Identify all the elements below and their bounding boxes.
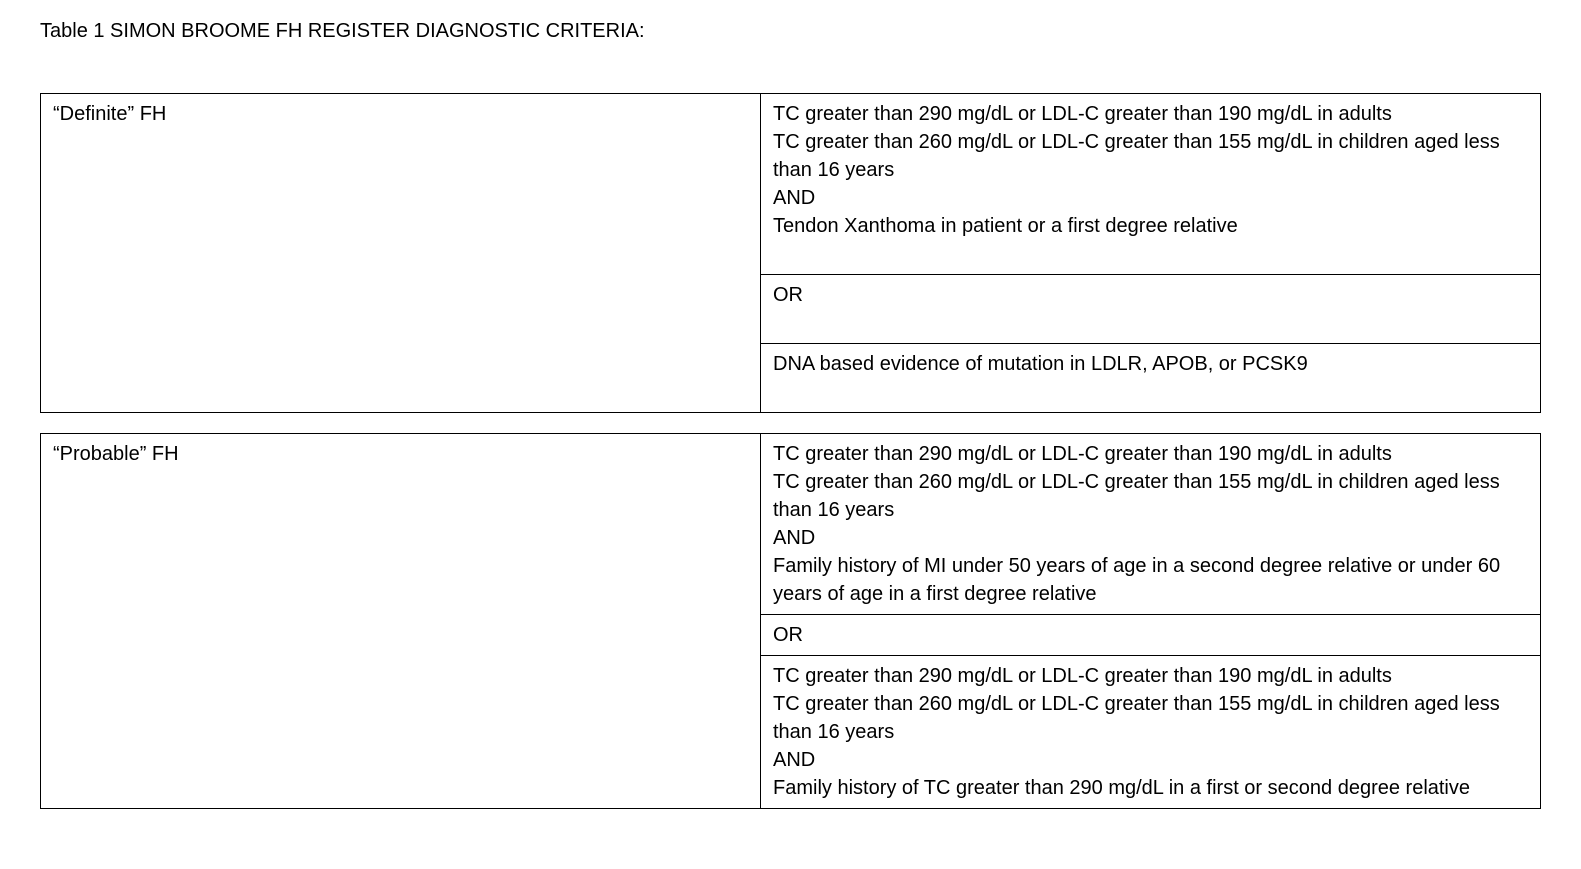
criteria-table: “Definite” FH TC greater than 290 mg/dL o… [40, 93, 1541, 413]
criteria-line: Family history of TC greater than 290 mg… [773, 774, 1528, 802]
criteria-cell: DNA based evidence of mutation in LDLR, … [761, 344, 1541, 413]
criteria-line: TC greater than 260 mg/dL or LDL-C great… [773, 690, 1528, 746]
criteria-line: TC greater than 290 mg/dL or LDL-C great… [773, 440, 1528, 468]
criteria-line: TC greater than 260 mg/dL or LDL-C great… [773, 128, 1528, 184]
criteria-line: AND [773, 184, 1528, 212]
diagnosis-label-cell: “Probable” FH [41, 434, 761, 809]
criteria-line: TC greater than 290 mg/dL or LDL-C great… [773, 100, 1528, 128]
table-row: “Probable” FHTC greater than 290 mg/dL o… [41, 434, 1541, 615]
criteria-line: Tendon Xanthoma in patient or a first de… [773, 212, 1528, 240]
criteria-line: OR [773, 621, 1528, 649]
criteria-line: AND [773, 524, 1528, 552]
criteria-line: OR [773, 281, 1528, 309]
table-row: “Definite” FHTC greater than 290 mg/dL o… [41, 94, 1541, 275]
criteria-line: Family history of MI under 50 years of a… [773, 552, 1528, 608]
criteria-cell: OR [761, 275, 1541, 344]
criteria-line: TC greater than 260 mg/dL or LDL-C great… [773, 468, 1528, 524]
criteria-line: TC greater than 290 mg/dL or LDL-C great… [773, 662, 1528, 690]
blank-spacer [773, 309, 1528, 337]
criteria-line: AND [773, 746, 1528, 774]
criteria-cell: TC greater than 290 mg/dL or LDL-C great… [761, 656, 1541, 809]
criteria-line: DNA based evidence of mutation in LDLR, … [773, 350, 1528, 378]
criteria-cell: OR [761, 615, 1541, 656]
blank-spacer [773, 378, 1528, 406]
tables-container: “Definite” FH TC greater than 290 mg/dL o… [40, 93, 1541, 809]
criteria-cell: TC greater than 290 mg/dL or LDL-C great… [761, 94, 1541, 275]
criteria-cell: TC greater than 290 mg/dL or LDL-C great… [761, 434, 1541, 615]
table-title: Table 1 SIMON BROOME FH REGISTER DIAGNOS… [40, 20, 1541, 43]
criteria-table: “Probable” FH TC greater than 290 mg/dL o… [40, 433, 1541, 809]
blank-spacer [773, 240, 1528, 268]
diagnosis-label-cell: “Definite” FH [41, 94, 761, 413]
